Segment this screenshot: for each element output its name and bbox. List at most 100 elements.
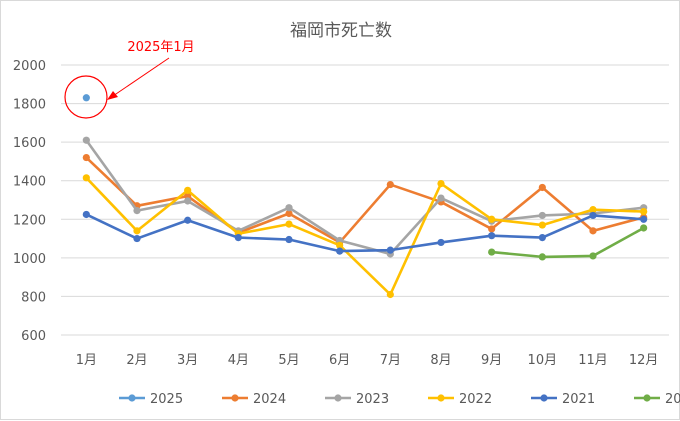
legend-marker bbox=[128, 394, 136, 402]
data-point bbox=[184, 216, 192, 224]
data-point bbox=[589, 227, 597, 235]
legend-label: 2021 bbox=[562, 392, 595, 407]
legend-marker bbox=[231, 394, 239, 402]
y-tick-label: 1000 bbox=[13, 252, 46, 267]
y-tick-label: 1800 bbox=[13, 98, 46, 113]
gridlines bbox=[61, 64, 669, 336]
series-2025 bbox=[82, 94, 90, 102]
data-point bbox=[285, 209, 293, 218]
series-2022 bbox=[82, 174, 648, 299]
x-tick-label: 3月 bbox=[177, 353, 198, 368]
data-point bbox=[184, 186, 192, 194]
data-point bbox=[285, 220, 293, 228]
x-tick-label: 7月 bbox=[380, 353, 401, 368]
annotation-arrowhead bbox=[107, 91, 118, 100]
data-point bbox=[640, 207, 648, 216]
legend-item: 2021 bbox=[531, 392, 595, 407]
data-point bbox=[538, 211, 546, 220]
data-point bbox=[82, 210, 90, 219]
series-layer bbox=[82, 94, 648, 299]
data-point bbox=[386, 180, 394, 189]
data-point bbox=[82, 153, 90, 162]
series-line bbox=[490, 226, 645, 259]
data-point bbox=[386, 290, 394, 299]
data-point bbox=[538, 221, 546, 229]
data-point bbox=[184, 197, 192, 205]
series-line bbox=[85, 176, 645, 296]
data-point bbox=[437, 194, 445, 202]
x-tick-label: 1月 bbox=[76, 353, 97, 368]
data-point bbox=[133, 234, 141, 243]
legend-item: 2025 bbox=[119, 392, 183, 407]
series-2020 bbox=[488, 224, 648, 261]
data-point bbox=[133, 207, 141, 215]
x-tick-label: 12月 bbox=[629, 353, 659, 368]
data-point bbox=[82, 94, 90, 102]
y-tick-label: 1600 bbox=[13, 136, 46, 151]
x-tick-label: 9月 bbox=[481, 353, 502, 368]
legend-label: 2025 bbox=[150, 392, 183, 407]
legend-marker bbox=[540, 394, 548, 402]
x-tick-label: 5月 bbox=[278, 353, 299, 368]
data-point bbox=[82, 174, 90, 182]
data-point bbox=[640, 215, 648, 223]
data-point bbox=[82, 136, 90, 144]
data-point bbox=[538, 234, 546, 242]
annotation-label: 2025年1月 bbox=[127, 40, 194, 55]
series-2023 bbox=[82, 136, 648, 258]
data-point bbox=[538, 253, 546, 261]
data-point bbox=[589, 252, 597, 260]
series-2021 bbox=[82, 210, 648, 255]
y-tick-label: 600 bbox=[21, 329, 46, 344]
data-point bbox=[437, 238, 445, 247]
data-point bbox=[386, 246, 394, 254]
x-tick-label: 4月 bbox=[228, 353, 249, 368]
annotation-circle bbox=[64, 75, 108, 119]
data-point bbox=[488, 232, 496, 240]
x-tick-label: 11月 bbox=[578, 353, 608, 368]
legend-label: 2024 bbox=[253, 392, 286, 407]
series-2024 bbox=[82, 153, 648, 247]
legend-item: 2022 bbox=[428, 392, 492, 407]
legend-marker bbox=[437, 394, 445, 402]
data-point bbox=[538, 183, 546, 192]
annotation: 2025年1月 bbox=[64, 40, 195, 119]
data-point bbox=[488, 215, 496, 223]
legend-marker bbox=[643, 394, 651, 402]
legend-label: 2023 bbox=[356, 392, 389, 407]
y-tick-label: 2000 bbox=[13, 59, 46, 74]
x-tick-label: 6月 bbox=[329, 353, 350, 368]
data-point bbox=[488, 248, 496, 256]
data-point bbox=[589, 211, 597, 220]
annotation-arrow bbox=[112, 57, 170, 97]
data-point bbox=[640, 224, 648, 232]
y-axis-ticks: 600 800 1000 1200 1400 1600 1800 2000 bbox=[13, 59, 46, 344]
legend-item: 2023 bbox=[325, 392, 389, 407]
chart-title: 福岡市死亡数 bbox=[290, 21, 392, 41]
data-point bbox=[336, 247, 344, 255]
y-tick-label: 800 bbox=[21, 290, 46, 305]
x-tick-label: 8月 bbox=[430, 353, 451, 368]
data-point bbox=[133, 227, 141, 235]
legend-item: 2024 bbox=[222, 392, 286, 407]
data-point bbox=[285, 204, 293, 212]
series-line bbox=[85, 138, 645, 256]
x-axis-ticks: 1月 2月 3月 4月 5月 6月 7月 8月 9月 10月 11月 12月 bbox=[76, 353, 659, 368]
legend-marker bbox=[334, 394, 342, 402]
series-line bbox=[85, 213, 645, 253]
x-tick-label: 10月 bbox=[528, 353, 558, 368]
x-tick-label: 2月 bbox=[126, 353, 147, 368]
data-point bbox=[234, 234, 242, 242]
legend-label: 2022 bbox=[459, 392, 492, 407]
data-point bbox=[488, 225, 496, 233]
data-point bbox=[589, 206, 597, 214]
y-tick-label: 1400 bbox=[13, 175, 46, 190]
data-point bbox=[437, 180, 445, 188]
y-tick-label: 1200 bbox=[13, 213, 46, 228]
data-point bbox=[336, 241, 344, 249]
